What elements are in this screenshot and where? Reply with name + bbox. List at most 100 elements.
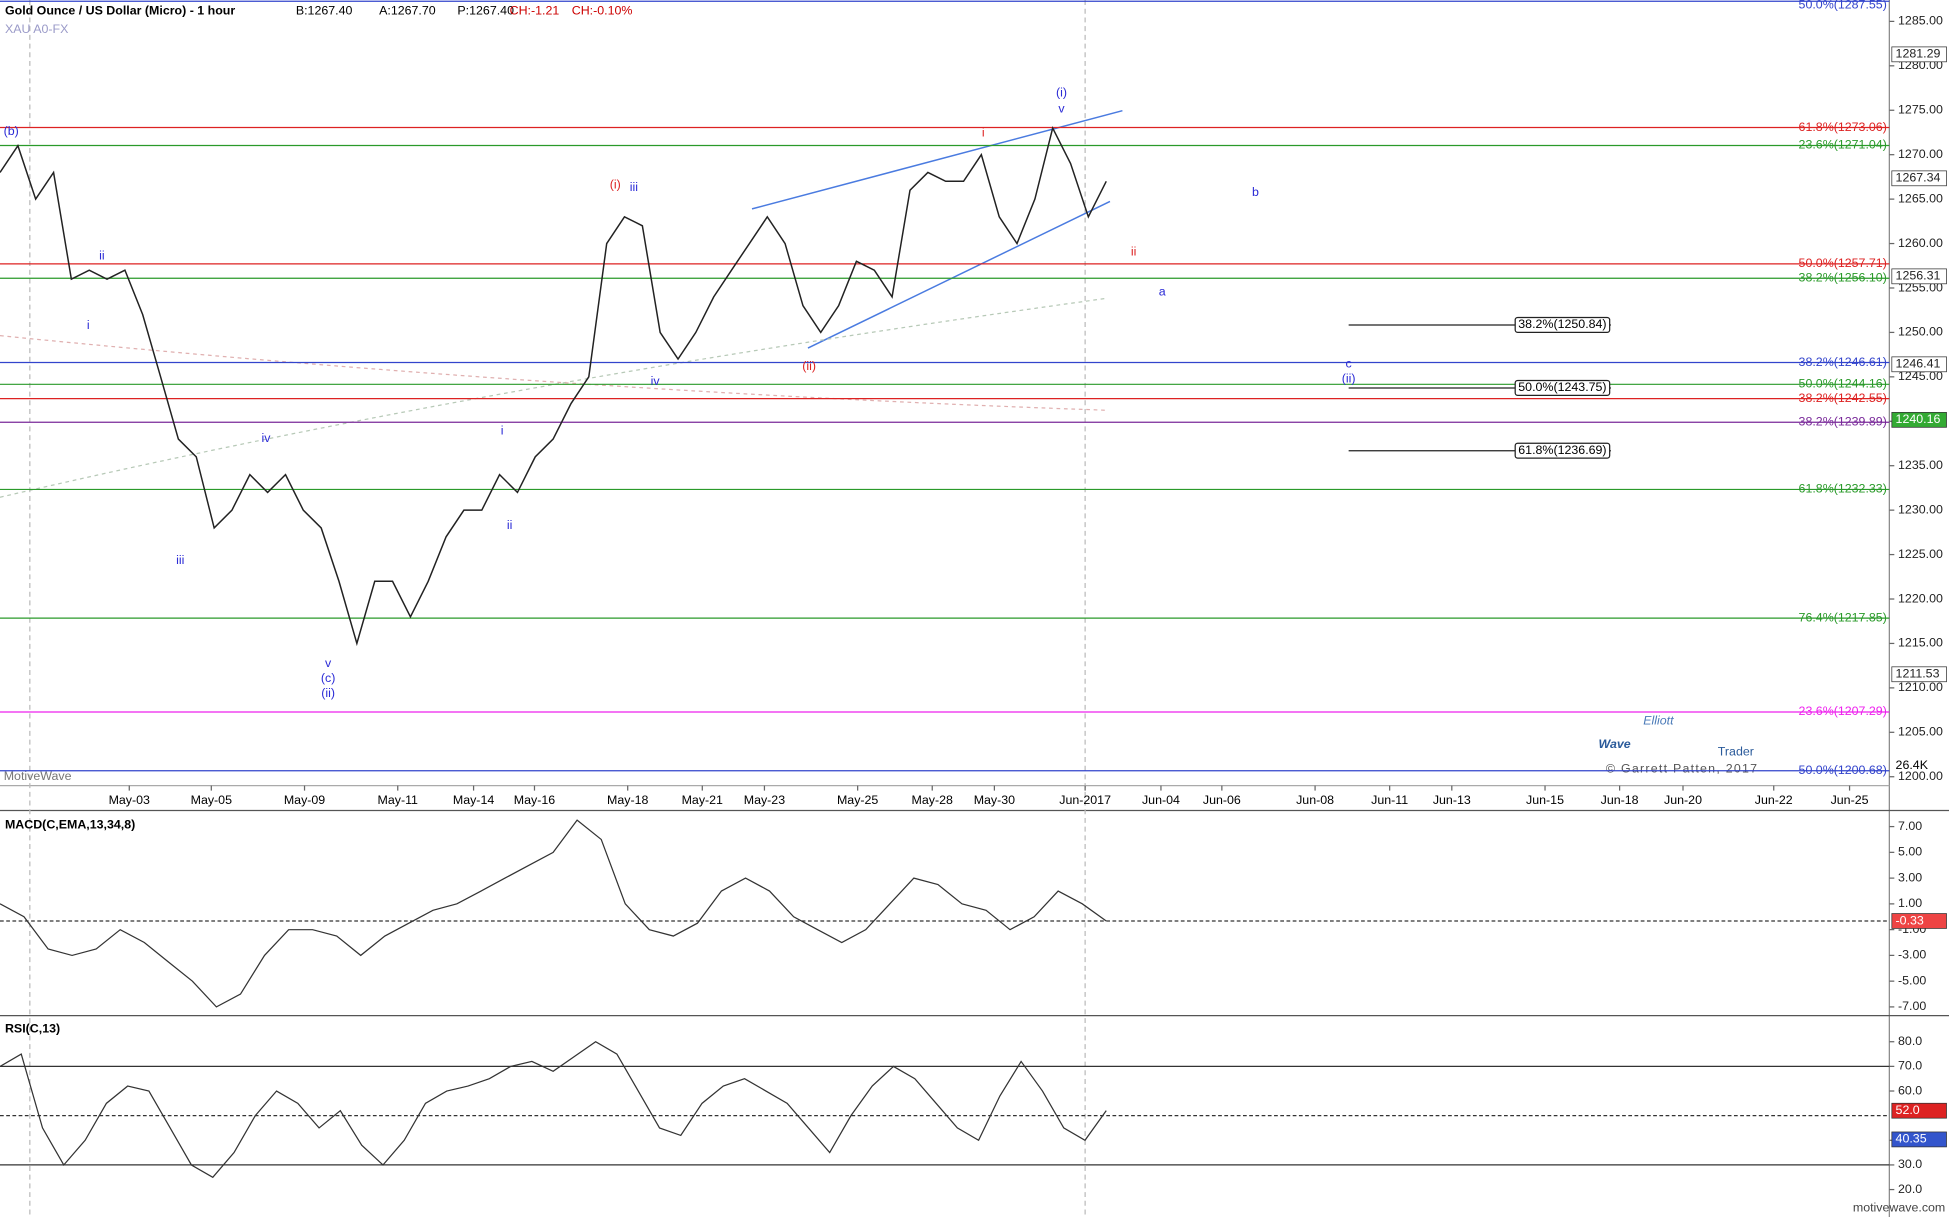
y-tick-label: 1200.00 (1898, 769, 1943, 783)
wave-label: (ii) (802, 359, 816, 373)
y-tick-label: 70.0 (1898, 1059, 1922, 1073)
y-tick-label: 1210.00 (1898, 680, 1943, 694)
footer: motivewave.com (1853, 1201, 1945, 1215)
value-box (1891, 170, 1947, 187)
wave-label: ii (1131, 245, 1137, 259)
fib-label: 38.2%(1242.55) (1799, 391, 1887, 405)
y-tick-label: 1260.00 (1898, 236, 1943, 250)
wave-label: ii (507, 518, 513, 532)
ask: A:1267.70 (379, 4, 436, 18)
x-tick-label: May-16 (514, 793, 555, 807)
x-tick-label: Jun-04 (1142, 793, 1180, 807)
logo-copyright: © Garrett Patten, 2017 (1606, 762, 1758, 776)
value-box-label: 1246.41 (1896, 357, 1941, 371)
fib-label: 61.8%(1273.06) (1799, 120, 1887, 134)
y-tick-label: 7.00 (1898, 819, 1922, 833)
wave-label: (i) (610, 178, 621, 192)
fib-label: 61.8%(1232.33) (1799, 482, 1887, 496)
y-tick-label: 1220.00 (1898, 591, 1943, 605)
wave-label: iii (176, 553, 184, 567)
x-tick-label: Jun-06 (1203, 793, 1241, 807)
x-tick-label: Jun-22 (1755, 793, 1793, 807)
fib-label: 38.2%(1256.10) (1799, 270, 1887, 284)
fib-label: 38.2%(1239.89) (1799, 415, 1887, 429)
projection-label: 38.2%(1250.84) (1518, 317, 1606, 331)
value-box (1891, 412, 1947, 428)
logo-wave: Wave (1598, 737, 1630, 751)
y-tick-label: 1205.00 (1898, 725, 1943, 739)
y-tick-label: -5.00 (1898, 973, 1926, 987)
x-tick-label: May-18 (607, 793, 648, 807)
wave-label: iv (262, 431, 272, 445)
value-box-label: 1211.53 (1896, 667, 1940, 681)
projection-box (1514, 379, 1611, 397)
value-box (1891, 46, 1947, 63)
fib-label: 38.2%(1246.61) (1799, 355, 1887, 369)
x-tick-label: Jun-20 (1664, 793, 1702, 807)
bid: B:1267.40 (296, 4, 353, 18)
y-tick-label: 3.00 (1898, 870, 1922, 884)
y-tick-label: 1250.00 (1898, 325, 1943, 339)
symbol: XAU A0-FX (5, 22, 69, 36)
value-box (1891, 666, 1947, 683)
y-tick-label: 1.00 (1898, 896, 1922, 910)
value-box-label: 1240.16 (1896, 412, 1941, 426)
panel-title: MACD(C,EMA,13,34,8) (5, 818, 135, 832)
y-tick-label: 1225.00 (1898, 547, 1943, 561)
wave-label: (c) (321, 671, 335, 685)
value-box (1891, 1102, 1947, 1119)
chart-title: Gold Ounce / US Dollar (Micro) - 1 hour (5, 4, 235, 18)
wave-label: iii (630, 180, 638, 194)
x-tick-label: May-03 (109, 793, 150, 807)
fib-label: 76.4%(1217.85) (1799, 610, 1887, 624)
logo-trader: Trader (1718, 744, 1754, 758)
y-tick-label: 1230.00 (1898, 502, 1943, 516)
value-box-label: 1281.29 (1896, 47, 1941, 61)
projection-label: 50.0%(1243.75) (1518, 380, 1606, 394)
x-tick-label: May-05 (191, 793, 232, 807)
x-tick-label: May-11 (378, 793, 419, 807)
volume-marker: 26.4K (1896, 758, 1929, 772)
x-tick-label: Jun-2017 (1059, 793, 1111, 807)
series-line (0, 125, 1107, 647)
x-tick-label: Jun-08 (1296, 793, 1334, 807)
x-tick-label: Jun-11 (1371, 793, 1408, 807)
x-tick-label: May-21 (682, 793, 723, 807)
value-box-label: 1256.31 (1896, 269, 1941, 283)
fib-label: 50.0%(1244.16) (1799, 377, 1887, 391)
wave-label: (ii) (1342, 371, 1356, 385)
x-tick-label: Jun-15 (1526, 793, 1564, 807)
value-box (1891, 268, 1947, 285)
y-tick-label: 1265.00 (1898, 191, 1943, 205)
projection-box (1514, 316, 1611, 334)
x-tick-label: Jun-18 (1601, 793, 1639, 807)
wave-label: i (982, 125, 985, 139)
wave-label: i (87, 318, 90, 332)
x-tick-label: May-30 (974, 793, 1015, 807)
value-box-label: 1267.34 (1896, 171, 1941, 185)
x-tick-label: Jun-25 (1831, 793, 1869, 807)
wave-label: iv (651, 374, 661, 388)
y-tick-label: 1285.00 (1898, 14, 1943, 28)
y-tick-label: 80.0 (1898, 1034, 1922, 1048)
y-tick-label: 1275.00 (1898, 103, 1943, 117)
y-tick-label: 1270.00 (1898, 147, 1943, 161)
y-tick-label: 30.0 (1898, 1157, 1922, 1171)
series-line (0, 819, 1107, 1008)
value-box (1891, 1131, 1947, 1148)
value-box (1891, 356, 1947, 373)
y-tick-label: 20.0 (1898, 1182, 1922, 1196)
y-tick-label: 5.00 (1898, 845, 1922, 859)
projection-label: 61.8%(1236.69) (1518, 443, 1606, 457)
moving-average (0, 335, 1107, 411)
x-tick-label: May-09 (284, 793, 325, 807)
y-tick-label: -7.00 (1898, 999, 1926, 1013)
wave-label: i (501, 424, 504, 438)
projection-box (1514, 442, 1611, 459)
value-box-label: 40.35 (1896, 1132, 1927, 1146)
y-tick-label: 1245.00 (1898, 369, 1943, 383)
y-tick-label: -3.00 (1898, 948, 1926, 962)
